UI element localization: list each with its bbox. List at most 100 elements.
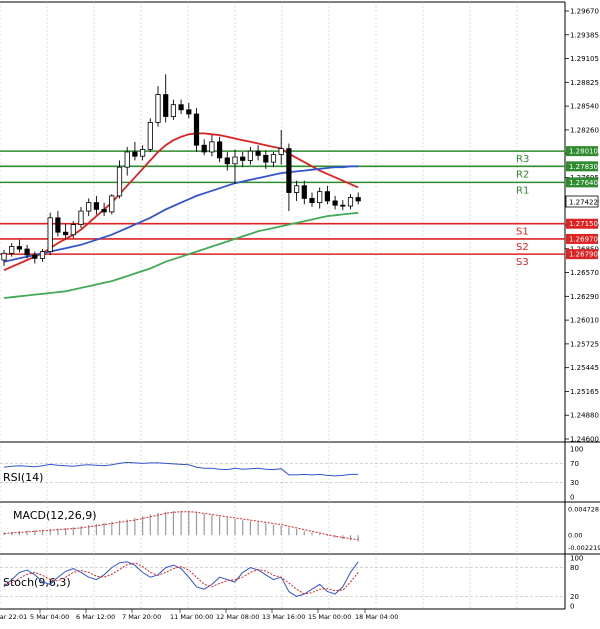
time-tick-label: 7 Mar 20:00 (122, 613, 161, 621)
candle (255, 145, 261, 161)
candle (209, 135, 215, 157)
candle (163, 74, 169, 123)
time-tick-label: 4 Mar 22:01 (0, 613, 27, 621)
candle (86, 198, 92, 217)
time-tick-label: 11 Mar 00:00 (170, 613, 213, 621)
candle (63, 223, 69, 240)
price-tick-label: 1.24880 (570, 412, 599, 420)
candle (193, 108, 200, 152)
level-price-s3: 1.26790 (569, 251, 598, 259)
time-tick-label: 15 Mar 00:00 (308, 613, 351, 621)
price-tick-label: 1.24600 (570, 436, 599, 444)
current-price-marker: 1.27422 (565, 195, 599, 208)
candle (109, 194, 115, 215)
grid-lines (0, 2, 518, 609)
stoch-tick-label: 0 (570, 603, 574, 611)
moving-average-line-2 (3, 165, 359, 263)
level-name-s3: S3 (516, 257, 529, 268)
macd-panel: MACD(12,26,9) 0.004728 0.00 -0.002219 (3, 505, 600, 552)
rsi-title: RSI(14) (3, 471, 43, 484)
candle (332, 195, 338, 210)
time-tick-label: 5 Mar 04:00 (30, 613, 69, 621)
candle (301, 180, 307, 205)
rsi-tick-label: 30 (570, 479, 579, 487)
candle (55, 211, 61, 237)
time-tick-label: 13 Mar 16:00 (262, 613, 305, 621)
candle (178, 99, 184, 114)
candle (124, 146, 130, 176)
candle (16, 239, 23, 253)
price-tick-label: 1.26570 (570, 269, 599, 277)
moving-average-line-3 (3, 211, 359, 299)
candle (240, 151, 246, 168)
level-name-s2: S2 (516, 242, 529, 253)
candle (24, 244, 30, 259)
candle (324, 185, 331, 205)
candle (47, 212, 53, 255)
candle (147, 118, 153, 152)
price-tick-label: 1.25725 (570, 340, 599, 348)
candle (232, 149, 238, 185)
candle (78, 206, 84, 228)
level-price-s1: 1.27150 (569, 220, 598, 228)
level-price-r2: 1.27830 (569, 163, 598, 171)
candle (309, 192, 315, 207)
candle (101, 202, 107, 217)
rsi-tick-label: 100 (570, 446, 583, 454)
candle (9, 243, 15, 257)
stoch-signal-line (3, 562, 359, 595)
time-tick-label: 6 Mar 12:00 (76, 613, 115, 621)
candle (347, 194, 354, 210)
candle (293, 180, 300, 201)
level-price-s2: 1.26970 (569, 235, 598, 243)
candle (201, 139, 207, 156)
stoch-title: Stoch(9,6,3) (3, 576, 71, 589)
price-tick-label: 1.29670 (570, 8, 599, 16)
candle (278, 130, 284, 165)
macd-tick-label: 0.004728 (568, 505, 599, 513)
price-tick-label: 1.28540 (570, 103, 599, 111)
price-tick-label: 1.29105 (570, 55, 599, 63)
candle (93, 195, 99, 215)
level-name-r3: R3 (516, 154, 529, 165)
candle (139, 145, 146, 161)
time-tick-label: 12 Mar 08:00 (216, 613, 259, 621)
candle (355, 192, 361, 205)
level-price-r3: 1.28010 (569, 148, 598, 156)
level-name-r1: R1 (516, 185, 529, 196)
candle (170, 99, 176, 120)
candlesticks (1, 74, 361, 266)
candle (132, 141, 138, 161)
price-tick-label: 1.28825 (570, 79, 599, 87)
rsi-line (3, 461, 359, 477)
moving-averages (3, 132, 359, 299)
candle (39, 249, 46, 262)
macd-title: MACD(12,26,9) (13, 509, 97, 522)
stoch-tick-label: 20 (570, 593, 579, 601)
level-name-s1: S1 (516, 227, 529, 238)
current-price-label: 1.27422 (569, 199, 598, 207)
rsi-tick-label: 70 (570, 460, 579, 468)
candle (155, 86, 161, 127)
candle (224, 151, 230, 171)
candle (116, 160, 123, 199)
price-tick-label: 1.26010 (570, 317, 599, 325)
price-tick-label: 1.25165 (570, 388, 599, 396)
rsi-panel: RSI(14) 100 70 30 0 (0, 446, 583, 502)
stoch-main-line (3, 561, 359, 597)
candle (286, 143, 292, 212)
macd-tick-label: -0.002219 (568, 544, 600, 552)
candle (340, 200, 346, 211)
candle (263, 150, 269, 169)
price-tick-label: 1.28260 (570, 126, 599, 134)
candle (216, 136, 223, 163)
price-tick-label: 1.29385 (570, 31, 599, 39)
candle (247, 146, 253, 165)
stoch-tick-label: 80 (570, 564, 579, 572)
time-tick-label: 18 Mar 04:00 (355, 613, 398, 621)
macd-signal-line (3, 511, 359, 541)
level-price-r1: 1.27640 (569, 179, 598, 187)
